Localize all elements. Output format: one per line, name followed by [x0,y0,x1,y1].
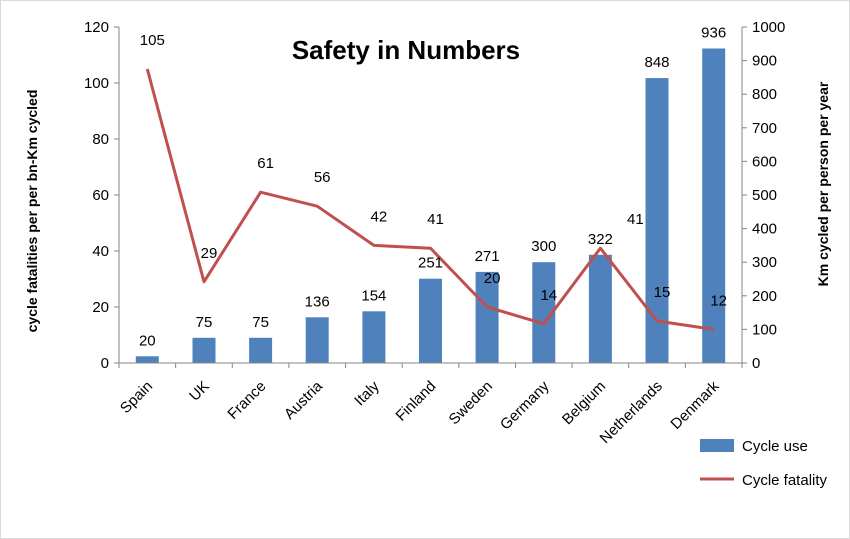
data-label-cycle-use: 251 [418,255,443,272]
y-right-tick-label: 800 [752,86,777,103]
data-label-cycle-fatality: 15 [654,284,671,301]
legend: Cycle use Cycle fatality [700,438,828,489]
y-axis-right-label: Km cycled per person per year [815,81,831,286]
bar-cycle-use-france [249,337,273,363]
data-label-cycle-fatality: 56 [314,169,331,186]
y-right-tick-label: 900 [752,53,777,70]
y-right-tick-label: 400 [752,221,777,238]
y-right-tick-label: 600 [752,153,777,170]
data-label-cycle-fatality: 42 [371,208,388,225]
legend-swatch-cycle-use [700,439,734,452]
y-right-tick-label: 200 [752,288,777,305]
bar-cycle-use-sweden [475,271,499,363]
y-right-tick-label: 100 [752,321,777,338]
y-axis-left-label: cycle fatalities per per bn-Km cycled [24,90,40,333]
y-left-tick-label: 120 [84,19,109,36]
bar-cycle-use-finland [419,278,442,363]
data-label-cycle-use: 322 [588,231,613,248]
y-left-tick-label: 40 [92,243,109,260]
chart-title: Safety in Numbers [292,35,520,65]
data-label-cycle-use: 300 [531,238,556,255]
data-label-cycle-use: 75 [252,314,269,331]
bar-cycle-use-spain [135,356,159,363]
data-label-cycle-use: 136 [305,293,330,310]
data-label-cycle-fatality: 29 [201,245,218,262]
bar-cycle-use-denmark [702,48,726,363]
data-label-cycle-fatality: 12 [710,292,727,309]
bar-cycle-use-germany [532,262,556,363]
line-cycle-fatality [145,68,714,331]
data-label-cycle-use: 848 [644,54,669,71]
y-left-tick-label: 20 [92,299,109,316]
data-label-cycle-fatality: 61 [257,155,274,172]
data-label-cycle-fatality: 14 [540,287,557,304]
data-label-cycle-use: 271 [475,248,500,265]
bar-cycle-use-belgium [588,254,612,363]
y-right-tick-label: 0 [752,355,760,372]
data-label-cycle-use: 154 [361,287,386,304]
bar-cycle-use-netherlands [645,78,669,363]
data-label-cycle-fatality: 105 [140,32,165,49]
bar-cycle-use-austria [305,317,329,363]
data-label-cycle-fatality: 20 [484,270,501,287]
y-left-tick-label: 80 [92,131,109,148]
y-right-tick-label: 700 [752,120,777,137]
bar-cycle-use-uk [192,337,216,363]
y-left-tick-label: 100 [84,75,109,92]
data-label-cycle-fatality: 41 [427,211,444,228]
y-right-tick-label: 300 [752,254,777,271]
bar-cycle-use-italy [362,311,386,363]
legend-label-cycle-fatality: Cycle fatality [742,472,828,489]
legend-label-cycle-use: Cycle use [742,438,808,455]
data-label-cycle-use: 936 [701,25,726,42]
y-left-tick-label: 60 [92,187,109,204]
data-label-cycle-fatality: 41 [627,211,644,228]
y-right-tick-label: 500 [752,187,777,204]
y-left-tick-label: 0 [101,355,109,372]
data-label-cycle-use: 75 [196,314,213,331]
data-label-cycle-use: 20 [139,332,156,349]
y-right-tick-label: 1000 [752,19,785,36]
